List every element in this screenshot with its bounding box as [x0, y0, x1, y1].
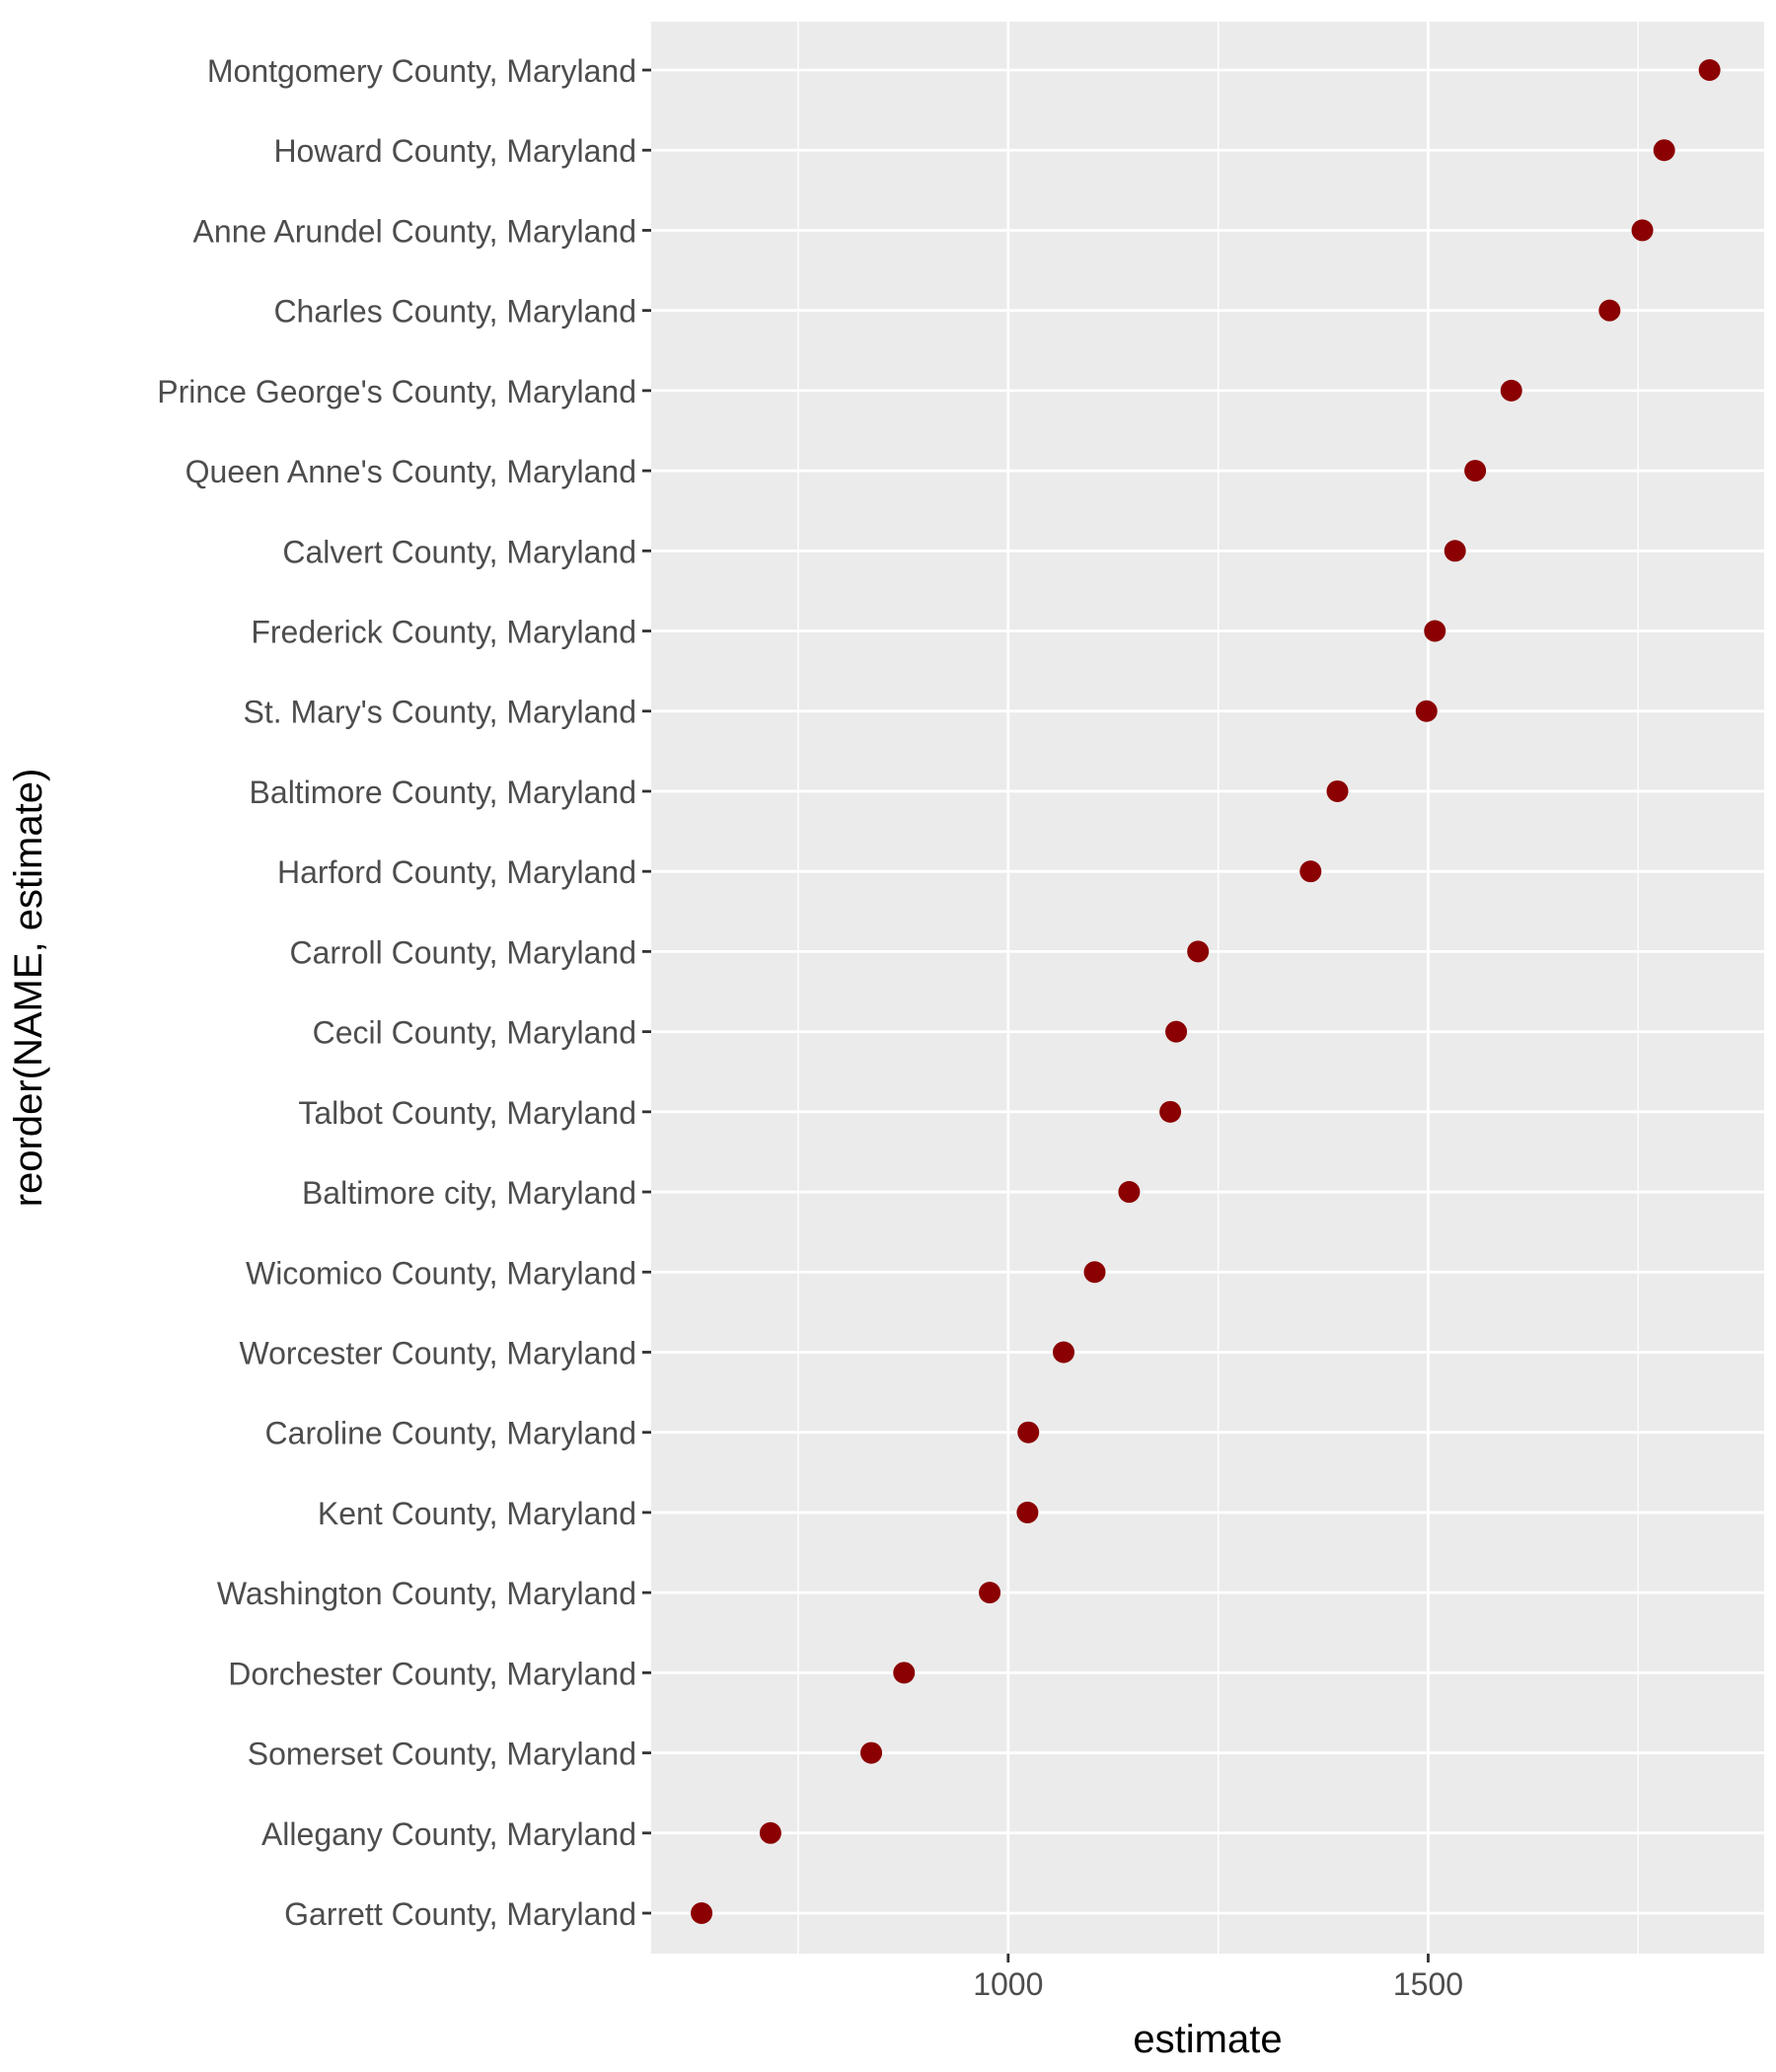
y-tick-label: Wicomico County, Maryland: [246, 1255, 636, 1291]
data-points: [691, 59, 1721, 1924]
y-tick-label: Baltimore city, Maryland: [302, 1175, 636, 1211]
x-tick-label: 1000: [973, 1966, 1043, 2002]
y-tick-label: Carroll County, Maryland: [289, 934, 636, 970]
y-tick-label: Montgomery County, Maryland: [207, 53, 636, 89]
data-point: [1326, 779, 1349, 802]
data-point: [979, 1582, 1001, 1604]
data-point: [759, 1821, 781, 1844]
y-tick-label: Cecil County, Maryland: [313, 1015, 636, 1051]
plot-panel: [651, 22, 1764, 1954]
data-point: [893, 1662, 916, 1684]
data-point: [1016, 1501, 1039, 1523]
y-tick-label: Anne Arundel County, Maryland: [193, 213, 636, 249]
y-tick-label: Queen Anne's County, Maryland: [185, 454, 636, 489]
data-point: [1424, 620, 1446, 642]
y-tick-label: Kent County, Maryland: [318, 1496, 636, 1531]
data-point: [1598, 299, 1621, 322]
y-tick-label: Frederick County, Maryland: [251, 615, 636, 650]
data-point: [1187, 940, 1210, 963]
y-tick-label: Talbot County, Maryland: [298, 1095, 636, 1131]
x-axis: 1000 1500: [973, 1954, 1463, 2002]
y-tick-label: Calvert County, Maryland: [282, 534, 636, 569]
data-point: [860, 1741, 883, 1764]
major-gridlines: [651, 22, 1764, 1954]
data-point: [1698, 59, 1721, 81]
data-point: [1017, 1421, 1040, 1443]
y-axis: Montgomery County, Maryland Howard County…: [157, 53, 651, 1932]
y-tick-label: Somerset County, Maryland: [248, 1737, 636, 1772]
y-axis-title: reorder(NAME, estimate): [7, 769, 50, 1208]
x-tick-label: 1500: [1393, 1966, 1463, 2002]
y-tick-label: Harford County, Maryland: [277, 854, 636, 890]
data-point: [1443, 540, 1466, 562]
y-tick-label: Dorchester County, Maryland: [228, 1656, 636, 1691]
minor-gridlines: [797, 22, 1640, 1954]
data-point: [1159, 1100, 1182, 1123]
data-point: [1500, 379, 1522, 402]
y-tick-label: Worcester County, Maryland: [239, 1335, 636, 1370]
y-tick-label: Prince George's County, Maryland: [157, 374, 636, 409]
y-tick-label: Allegany County, Maryland: [261, 1816, 636, 1852]
data-point: [691, 1902, 713, 1924]
data-point: [1118, 1181, 1141, 1204]
y-tick-label: Howard County, Maryland: [273, 133, 636, 169]
y-tick-label: Garrett County, Maryland: [284, 1896, 636, 1932]
x-axis-title: estimate: [1133, 2018, 1282, 2061]
y-tick-label: Charles County, Maryland: [273, 294, 636, 330]
data-point: [1653, 139, 1675, 162]
data-point: [1165, 1020, 1188, 1043]
y-tick-label: St. Mary's County, Maryland: [243, 695, 636, 730]
data-point: [1415, 700, 1438, 722]
data-point: [1464, 460, 1487, 482]
y-tick-label: Washington County, Maryland: [217, 1576, 636, 1611]
data-point: [1631, 219, 1654, 242]
y-tick-label: Baltimore County, Maryland: [250, 775, 636, 810]
data-point: [1052, 1341, 1074, 1364]
y-tick-label: Caroline County, Maryland: [265, 1416, 636, 1451]
data-point: [1299, 860, 1322, 883]
data-point: [1083, 1261, 1106, 1284]
